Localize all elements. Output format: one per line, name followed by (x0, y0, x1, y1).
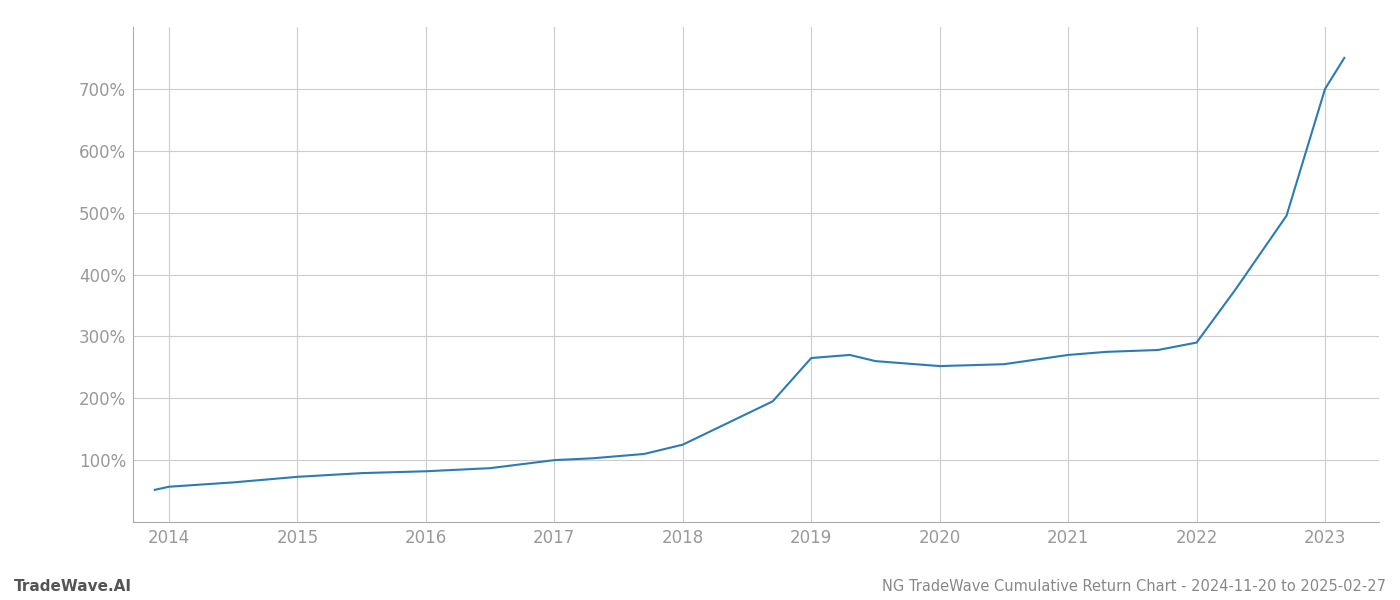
Text: NG TradeWave Cumulative Return Chart - 2024-11-20 to 2025-02-27: NG TradeWave Cumulative Return Chart - 2… (882, 579, 1386, 594)
Text: TradeWave.AI: TradeWave.AI (14, 579, 132, 594)
